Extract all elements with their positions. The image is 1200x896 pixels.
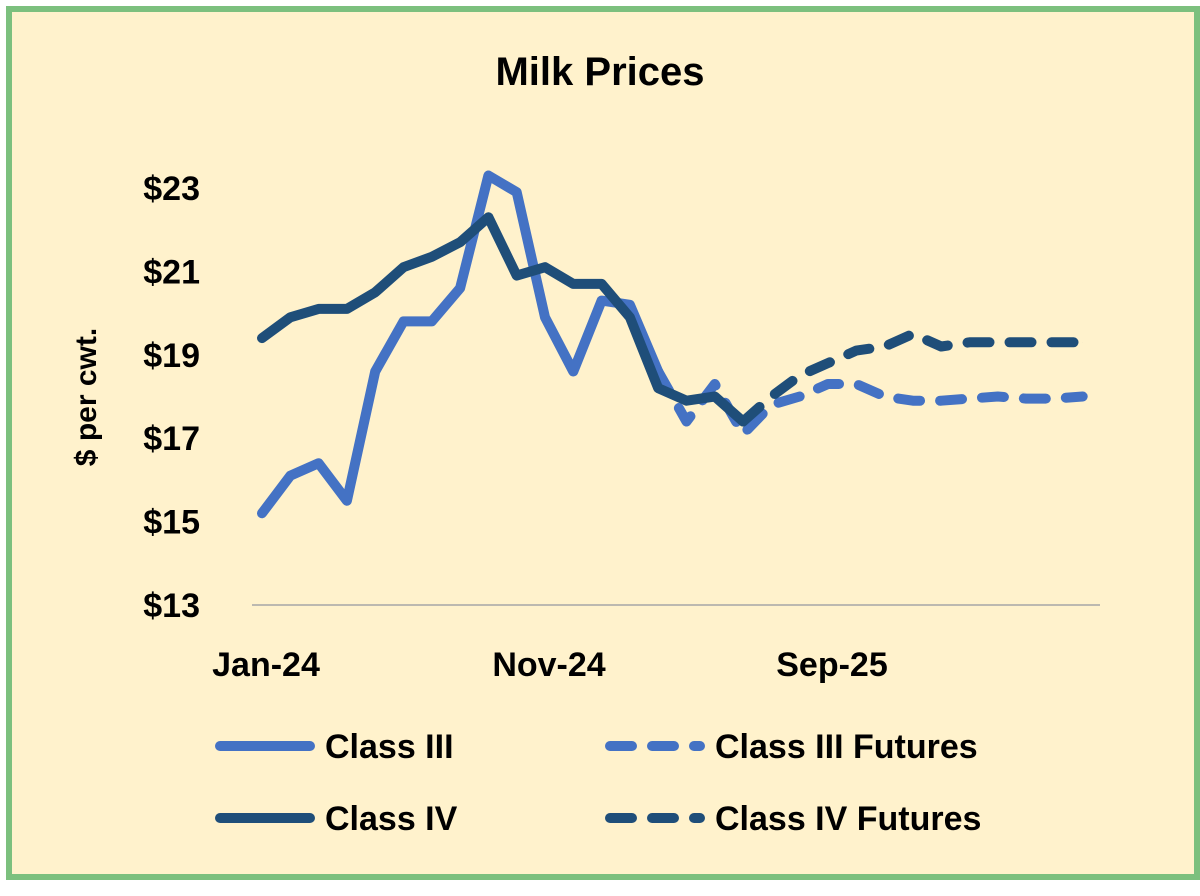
legend-label: Class III Futures [715,728,978,766]
legend-label: Class IV Futures [715,800,981,838]
x-tick-label: Nov-24 [492,646,605,684]
y-tick-label: $17 [143,420,200,458]
legend-label: Class III [325,728,454,766]
y-tick-label: $23 [143,170,200,208]
y-tick-label: $13 [143,587,200,625]
chart-title: Milk Prices [495,50,704,94]
series-line-class-iv-futures [738,328,1088,427]
x-tick-label: Jan-24 [212,646,320,684]
series-line-class-iv [257,212,749,427]
y-tick-label: $21 [143,253,200,291]
chart-frame [6,6,1200,880]
x-tick-label: Sep-25 [776,646,888,684]
y-tick-label: $19 [143,337,200,375]
series-line-class-iii [257,170,664,519]
y-axis-label: $ per cwt. [70,328,103,466]
legend-label: Class IV [325,800,458,838]
y-tick-label: $15 [143,504,200,542]
